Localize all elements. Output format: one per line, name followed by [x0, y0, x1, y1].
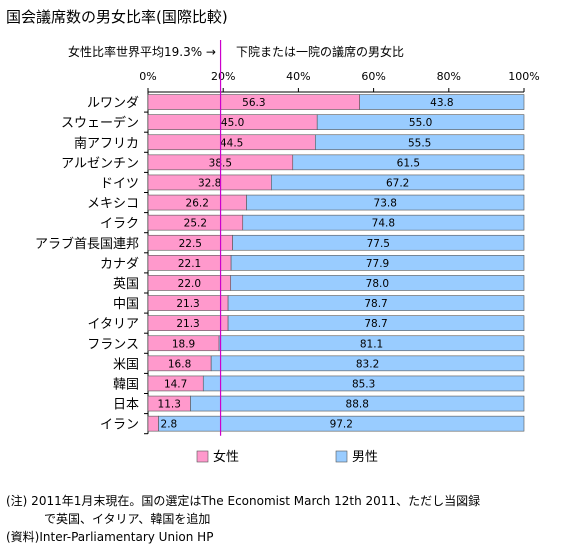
data-label-male: 78.7 — [364, 318, 387, 330]
data-label-male: 61.5 — [397, 157, 420, 169]
data-label-female: 16.8 — [168, 358, 191, 370]
category-label: ドイツ — [100, 176, 139, 191]
legend-label-female: 女性 — [213, 449, 239, 465]
data-label-male: 78.0 — [366, 278, 389, 290]
footnote-continued: で英国、イタリア、韓国を追加 — [44, 512, 211, 526]
bar-male — [230, 275, 525, 291]
bar-male — [271, 174, 525, 191]
chart-subtitle: 下院または一院の議席の男女比 — [236, 44, 404, 59]
x-tick-label: 80% — [437, 70, 461, 83]
legend-label-male: 男性 — [352, 450, 378, 465]
bar-male — [227, 295, 525, 311]
chart-title: 国会議席数の男女比率(国際比較) — [6, 8, 228, 26]
data-label-male: 77.5 — [367, 238, 390, 250]
data-label-female: 45.0 — [221, 117, 244, 129]
data-label-male: 55.5 — [408, 137, 431, 149]
data-label-male: 67.2 — [386, 177, 409, 189]
data-label-female: 26.2 — [186, 198, 209, 210]
source-note: (資料)Inter-Parliamentary Union HP — [6, 530, 214, 544]
legend-swatch-female — [196, 450, 209, 463]
bar-male — [190, 395, 525, 412]
data-label-female: 21.3 — [176, 298, 199, 310]
category-label: アルゼンチン — [61, 156, 139, 171]
category-label: 南アフリカ — [74, 135, 139, 151]
data-label-female: 32.8 — [198, 177, 221, 189]
bar-male — [210, 355, 525, 372]
data-label-female: 22.1 — [178, 258, 201, 270]
x-tick-label: 20% — [211, 70, 235, 83]
data-label-male: 88.8 — [346, 399, 369, 411]
data-label-female: 44.5 — [220, 137, 243, 149]
category-label: スウェーデン — [61, 115, 139, 131]
data-label-male: 73.8 — [374, 198, 397, 210]
data-label-female: 2.8 — [161, 419, 178, 431]
bar-male — [218, 335, 525, 352]
data-label-male: 97.2 — [330, 419, 353, 431]
data-label-male: 85.3 — [352, 378, 375, 390]
category-label: メキシコ — [87, 197, 139, 212]
legend-swatch-male — [335, 450, 348, 463]
bar-male — [230, 255, 525, 271]
bar-male — [158, 415, 525, 432]
data-label-male: 55.0 — [409, 117, 432, 129]
data-label-male: 81.1 — [360, 338, 383, 350]
data-label-female: 22.5 — [179, 238, 202, 250]
footnote: (注) 2011年1月末現在。国の選定はThe Economist March … — [6, 494, 481, 508]
data-label-male: 83.2 — [356, 358, 379, 370]
data-label-male: 43.8 — [430, 97, 453, 109]
category-label: フランス — [87, 337, 139, 352]
data-label-female: 21.3 — [176, 318, 199, 330]
data-label-female: 25.2 — [184, 218, 207, 230]
data-label-female: 18.9 — [172, 338, 195, 350]
category-label: 英国 — [113, 277, 139, 292]
bar-male — [227, 315, 525, 331]
x-tick-label: 60% — [361, 70, 385, 83]
bar-female — [147, 415, 159, 432]
bar-male — [232, 234, 525, 251]
bar-male — [242, 214, 525, 231]
category-label: 米国 — [113, 357, 139, 372]
category-label: カナダ — [100, 257, 139, 272]
category-label: イラン — [100, 418, 139, 433]
data-label-male: 77.9 — [366, 258, 389, 270]
category-label: 日本 — [113, 398, 139, 413]
bar-male — [359, 94, 525, 110]
data-label-female: 56.3 — [242, 97, 265, 109]
category-label: イラク — [100, 217, 139, 232]
bar-male — [246, 194, 525, 211]
bar-male — [315, 134, 525, 151]
category-label: アラブ首長国連邦 — [35, 236, 139, 252]
category-label: 韓国 — [113, 377, 139, 392]
category-label: ルワンダ — [87, 96, 139, 111]
x-tick-label: 100% — [508, 70, 539, 83]
category-label: 中国 — [113, 297, 139, 312]
data-label-female: 22.0 — [178, 278, 201, 290]
data-label-female: 14.7 — [164, 378, 187, 390]
data-label-female: 11.3 — [158, 399, 181, 411]
bar-male — [202, 375, 525, 392]
data-label-male: 78.7 — [364, 298, 387, 310]
category-label: イタリア — [88, 317, 139, 332]
bar-male — [292, 154, 525, 171]
x-tick-label: 0% — [139, 70, 156, 83]
reference-line-label: 女性比率世界平均19.3% → — [68, 44, 216, 59]
bar-male — [316, 114, 525, 130]
data-label-male: 74.8 — [372, 218, 395, 230]
x-tick-label: 40% — [286, 70, 310, 83]
